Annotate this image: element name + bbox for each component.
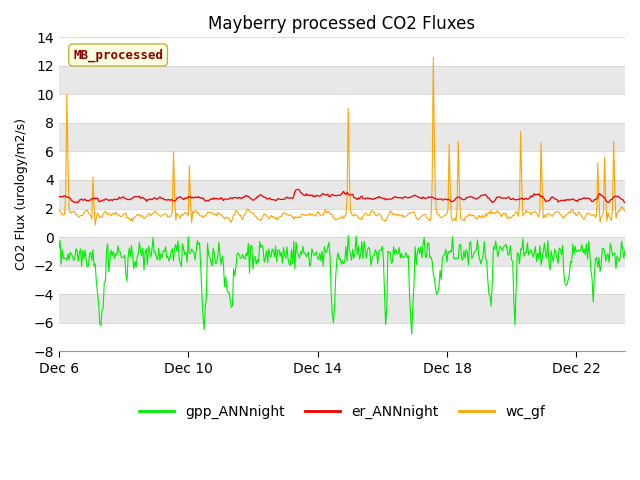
- Bar: [59, 323, 625, 351]
- Title: Mayberry processed CO2 Fluxes: Mayberry processed CO2 Fluxes: [209, 15, 476, 33]
- Bar: [59, 237, 625, 265]
- Bar: [59, 208, 625, 237]
- Bar: [59, 123, 625, 152]
- Bar: [59, 66, 625, 95]
- Y-axis label: CO2 Flux (urology/m2/s): CO2 Flux (urology/m2/s): [15, 118, 28, 270]
- Bar: [59, 95, 625, 123]
- Bar: [59, 265, 625, 294]
- Bar: [59, 180, 625, 208]
- Bar: [59, 152, 625, 180]
- Bar: [59, 294, 625, 323]
- Legend: gpp_ANNnight, er_ANNnight, wc_gf: gpp_ANNnight, er_ANNnight, wc_gf: [134, 399, 550, 424]
- Text: MB_processed: MB_processed: [73, 48, 163, 61]
- Bar: [59, 37, 625, 66]
